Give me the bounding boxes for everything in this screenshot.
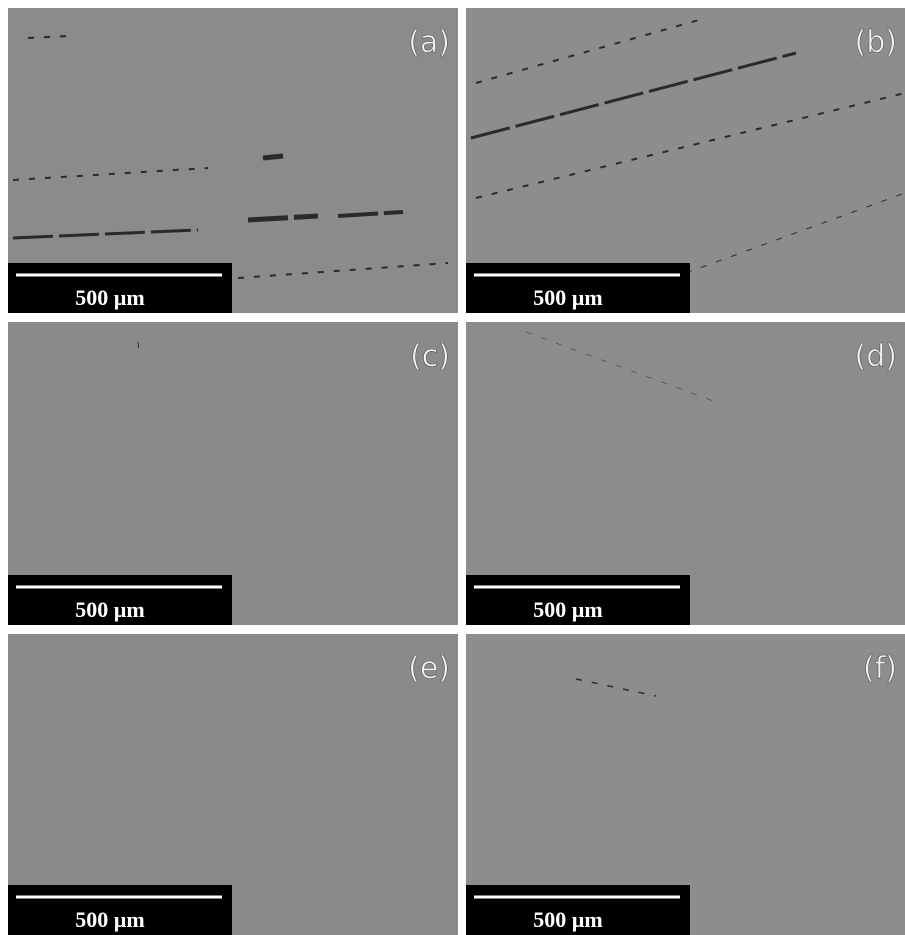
panel-label: (e) (408, 651, 450, 686)
panel-label: (c) (410, 339, 450, 374)
scale-text: 500 µm (533, 907, 603, 932)
panel: (b) 500 µm (466, 8, 905, 313)
panel: (c) 500 µm (8, 322, 458, 625)
panel-label: (a) (408, 25, 450, 60)
panel: (f) 500 µm (466, 634, 905, 935)
panel: (d) 500 µm (466, 322, 905, 625)
panel: (a) 500 µm (8, 8, 458, 313)
panel-label: (d) (855, 339, 897, 374)
scale-text: 500 µm (533, 597, 603, 622)
panel: (e) 500 µm (8, 634, 458, 935)
panel-label: (f) (863, 651, 897, 686)
scale-text: 500 µm (533, 285, 603, 310)
panel-label: (b) (855, 25, 897, 60)
scale-text: 500 µm (75, 597, 145, 622)
figure: (a) 500 µm (b) 500 µm (c) 500 µm (d) 500 µm (e) 5… (0, 0, 905, 935)
defect (263, 156, 283, 158)
scale-text: 500 µm (75, 285, 145, 310)
scale-text: 500 µm (75, 907, 145, 932)
